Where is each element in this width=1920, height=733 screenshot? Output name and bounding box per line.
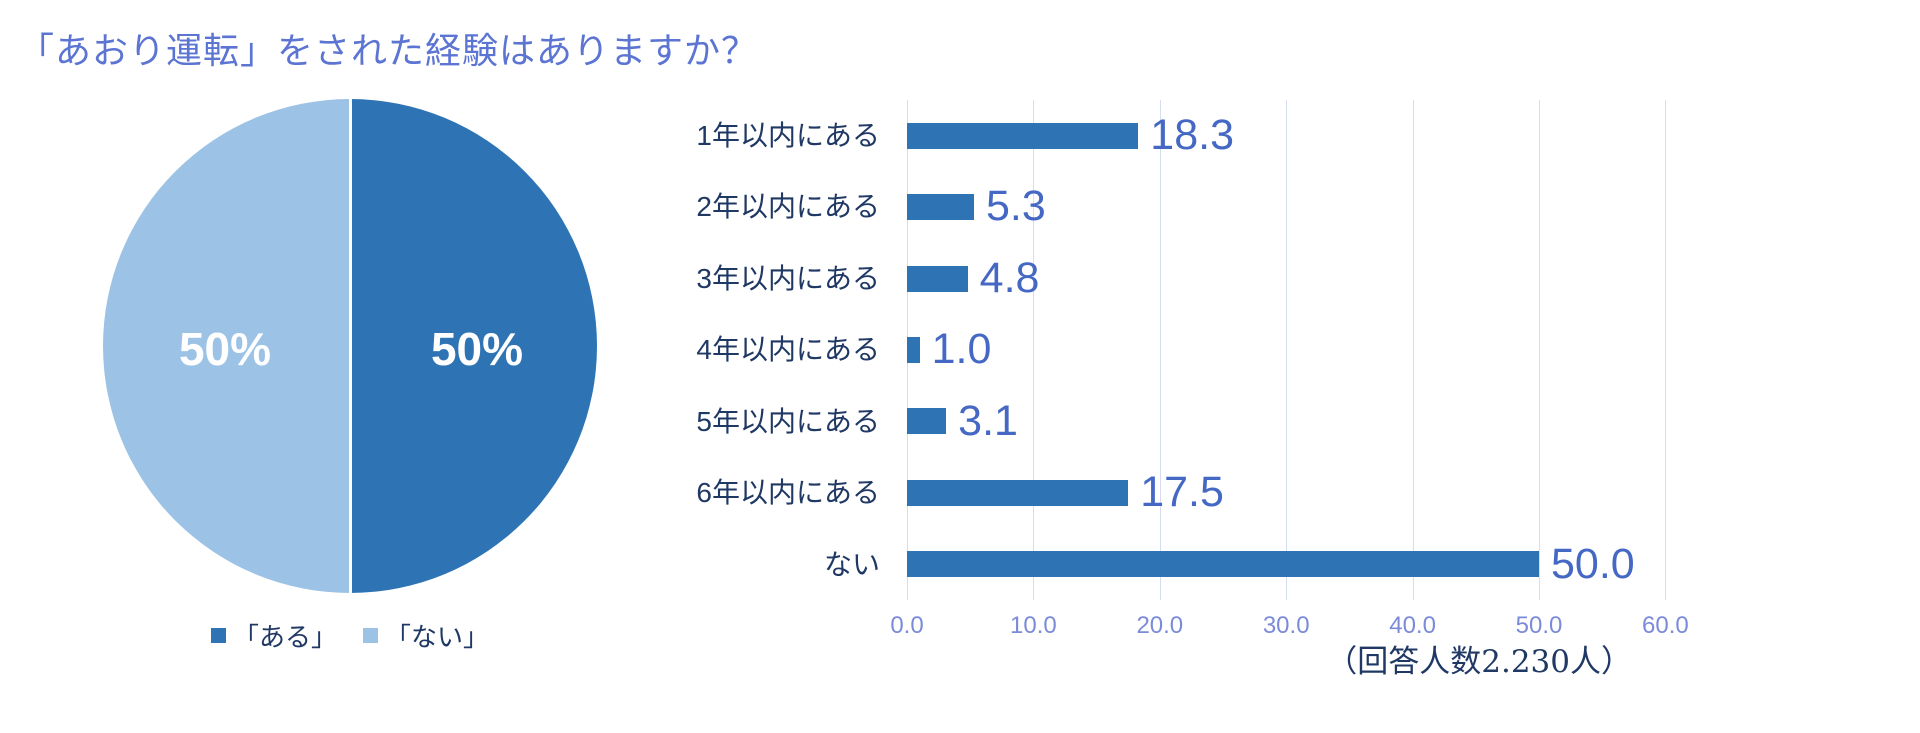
bar-category-label: 6年以内にある [696, 477, 880, 509]
gridline-10.0 [1033, 100, 1035, 600]
bar-value-label: 3.1 [958, 396, 1018, 445]
bar-row: 18.3 [907, 100, 1667, 171]
x-tick-label: 20.0 [1136, 612, 1184, 639]
bar-category-label: 5年以内にある [696, 405, 880, 437]
bar [907, 408, 947, 435]
bar-value-label: 5.3 [985, 182, 1046, 231]
bar-category-label: 3年以内にある [696, 262, 880, 294]
bar [907, 194, 974, 221]
bar-category-label: 4年以内にある [696, 334, 880, 366]
bar-row: 50.0 [907, 529, 1667, 600]
pie-label-nai: 50% [178, 323, 272, 375]
bar [907, 265, 968, 292]
legend-item-aru: 「ある」 [210, 617, 337, 654]
bar-category-label: ない [823, 548, 880, 580]
bar-row: 3.1 [907, 386, 1667, 457]
bar-category-label: 2年以内にある [696, 191, 880, 223]
legend-swatch-aru [210, 627, 226, 643]
bar-value-label: 18.3 [1150, 111, 1234, 159]
x-tick-label: 50.0 [1515, 612, 1563, 639]
bar-value-label: 50.0 [1551, 539, 1635, 588]
page-title: 「あおり運転」をされた経験はありますか？ [18, 30, 759, 71]
bar-category-label: 1年以内にある [696, 120, 880, 151]
gridline-50.0 [1539, 100, 1540, 600]
bar-row: 1.0 [907, 314, 1667, 385]
bar [907, 479, 1129, 506]
legend-label-nai: 「ない」 [385, 621, 490, 652]
gridline-20.0 [1159, 100, 1161, 600]
x-tick-label: 40.0 [1389, 612, 1436, 639]
bar [907, 551, 1539, 578]
gridline-40.0 [1412, 100, 1414, 600]
pie: 50% 50% [103, 99, 597, 593]
x-tick-label: 30.0 [1262, 612, 1310, 639]
bar-row: 4.8 [907, 243, 1667, 314]
bar [907, 122, 1139, 149]
pie-legend: 「ある」 「ない」 [103, 618, 597, 652]
bar-plot-area: 18.3 5.3 4.8 1.0 3.1 17.5 50.0 [907, 100, 1667, 600]
pie-label-aru: 50% [430, 323, 524, 375]
gridline-60.0 [1665, 100, 1667, 600]
x-tick-label: 0.0 [890, 612, 924, 639]
x-axis: 0.0 10.0 20.0 30.0 40.0 50.0 60.0 [890, 608, 1688, 640]
legend-swatch-nai [363, 627, 378, 643]
pie-slice-divider [348, 99, 352, 593]
bar-row: 17.5 [907, 457, 1667, 528]
x-tick-label: 60.0 [1642, 612, 1689, 639]
bar [907, 336, 920, 363]
x-tick-label: 10.0 [1010, 612, 1057, 639]
respondent-count-note: （回答人数2.230人） [1326, 644, 1632, 680]
bar-category-labels: 1年以内にある 2年以内にある 3年以内にある 4年以内にある 5年以内にある 6年以内に… [540, 100, 880, 600]
bar-value-label: 1.0 [931, 325, 992, 374]
bar-value-label: 17.5 [1140, 468, 1224, 517]
bar-row: 5.3 [907, 171, 1667, 242]
legend-label-aru: 「ある」 [232, 621, 337, 652]
gridline-30.0 [1286, 100, 1288, 600]
bar-value-label: 4.8 [979, 253, 1040, 302]
legend-item-nai: 「ない」 [363, 617, 489, 654]
